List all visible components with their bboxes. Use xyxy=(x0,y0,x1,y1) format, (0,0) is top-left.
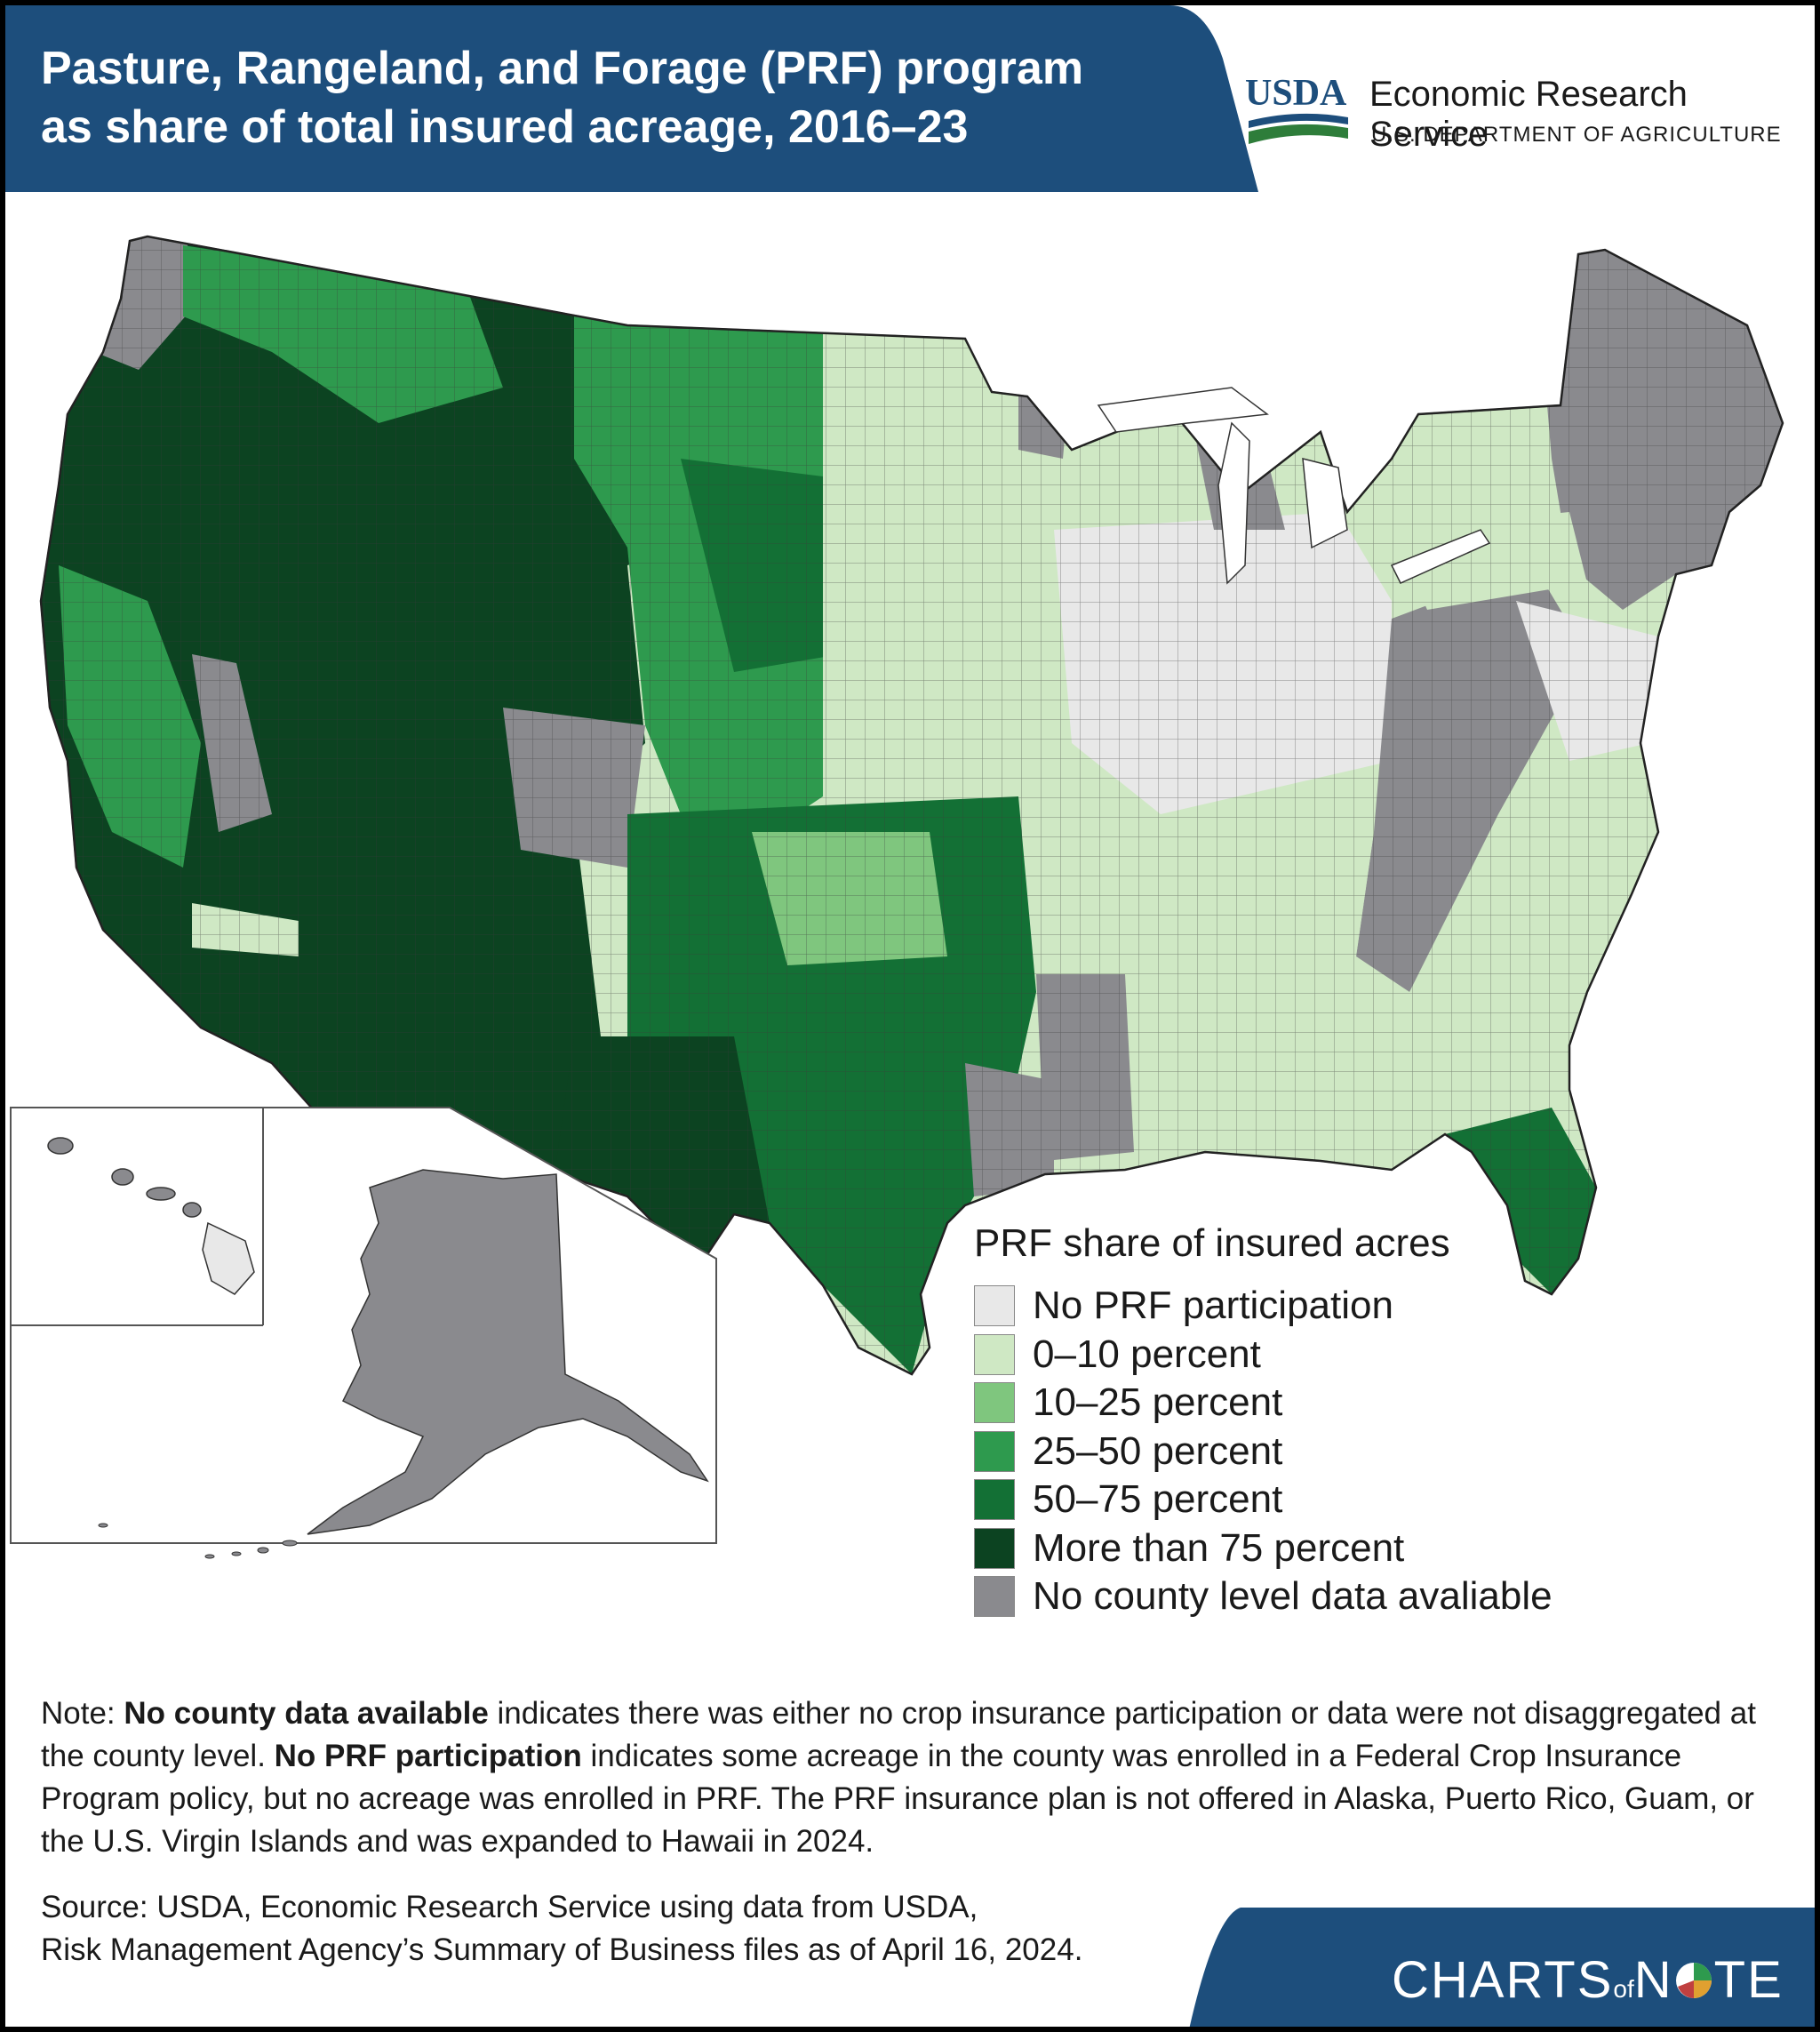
lake-superior xyxy=(1097,387,1269,433)
usda-logo-icon: USDA xyxy=(1245,73,1348,144)
pie-chart-icon xyxy=(1675,1962,1712,1998)
alaska xyxy=(307,1169,709,1535)
legend-label: No PRF participation xyxy=(1033,1284,1393,1328)
legend-swatch xyxy=(974,1527,1015,1569)
legend-swatch xyxy=(974,1576,1015,1618)
legend-swatch xyxy=(974,1285,1015,1327)
note-text: Note: No county data available indicates… xyxy=(41,1692,1783,1863)
agency-name: Economic Research Service xyxy=(1369,75,1688,154)
legend-swatch xyxy=(974,1333,1015,1375)
department-name: U.S. DEPARTMENT OF AGRICULTURE xyxy=(1371,123,1782,147)
legend-item-0-10: 0–10 percent xyxy=(974,1331,1774,1380)
charts-of-note-of: of xyxy=(1613,1975,1634,2003)
legend-title: PRF share of insured acres xyxy=(974,1221,1450,1265)
lake-huron xyxy=(1302,458,1348,549)
charts-of-note-part-1: CHARTS xyxy=(1392,1951,1614,2009)
note-text-2: indicates some acreage in the county was… xyxy=(41,1739,1754,1859)
legend-item-25-50: 25–50 percent xyxy=(974,1428,1774,1476)
note-text-1: indicates there was either no crop insur… xyxy=(41,1696,1756,1773)
legend-swatch xyxy=(974,1382,1015,1424)
header-band xyxy=(5,5,1258,192)
us-border xyxy=(39,235,1784,1376)
legend-item-no-data: No county level data avaliable xyxy=(974,1572,1774,1621)
title-line-2: as share of total insured acreage, 2016–… xyxy=(41,101,969,153)
map-legend: PRF share of insured acres No PRF partic… xyxy=(974,1221,1774,1621)
legend-swatch xyxy=(974,1430,1015,1472)
charts-of-note-part-2: N xyxy=(1633,1951,1673,2009)
source-line-2: Risk Management Agency’s Summary of Busi… xyxy=(41,1932,1083,1967)
note-bold-no-county-data: No county data available xyxy=(124,1696,489,1731)
legend-label: 50–75 percent xyxy=(1033,1477,1283,1522)
aleutian-islands xyxy=(98,1523,298,1559)
title-line-1: Pasture, Rangeland, and Forage (PRF) pro… xyxy=(41,43,1084,94)
usda-ers-logo: USDA Economic Research Service U.S. DEPA… xyxy=(1245,69,1796,158)
legend-label: 0–10 percent xyxy=(1033,1332,1261,1376)
legend-item-no-prf: No PRF participation xyxy=(974,1282,1774,1331)
note-prefix: Note: xyxy=(41,1696,124,1731)
chart-title: Pasture, Rangeland, and Forage (PRF) pro… xyxy=(41,39,1196,156)
charts-of-note-part-3: TE xyxy=(1713,1951,1784,2009)
lake-erie xyxy=(1390,529,1491,584)
footer-band xyxy=(1189,1908,1815,2027)
legend-label: 10–25 percent xyxy=(1033,1380,1283,1425)
source-text: Source: USDA, Economic Research Service … xyxy=(41,1886,1285,1972)
usda-logo-text: USDA xyxy=(1245,73,1347,114)
legend-label: 25–50 percent xyxy=(1033,1428,1283,1473)
note-bold-no-prf: No PRF participation xyxy=(274,1739,582,1773)
legend-label: No county level data avaliable xyxy=(1033,1574,1553,1619)
legend-swatch xyxy=(974,1479,1015,1521)
legend-item-10-25: 10–25 percent xyxy=(974,1379,1774,1428)
legend-item-50-75: 50–75 percent xyxy=(974,1476,1774,1524)
legend-item-over-75: More than 75 percent xyxy=(974,1524,1774,1573)
lake-michigan xyxy=(1217,421,1250,585)
charts-of-note-logo: CHARTSofN TE xyxy=(1392,1950,1784,2010)
hawaii xyxy=(47,1137,255,1295)
source-line-1: Source: USDA, Economic Research Service … xyxy=(41,1890,978,1924)
legend-label: More than 75 percent xyxy=(1033,1525,1405,1570)
choropleth-map xyxy=(10,235,1784,1559)
